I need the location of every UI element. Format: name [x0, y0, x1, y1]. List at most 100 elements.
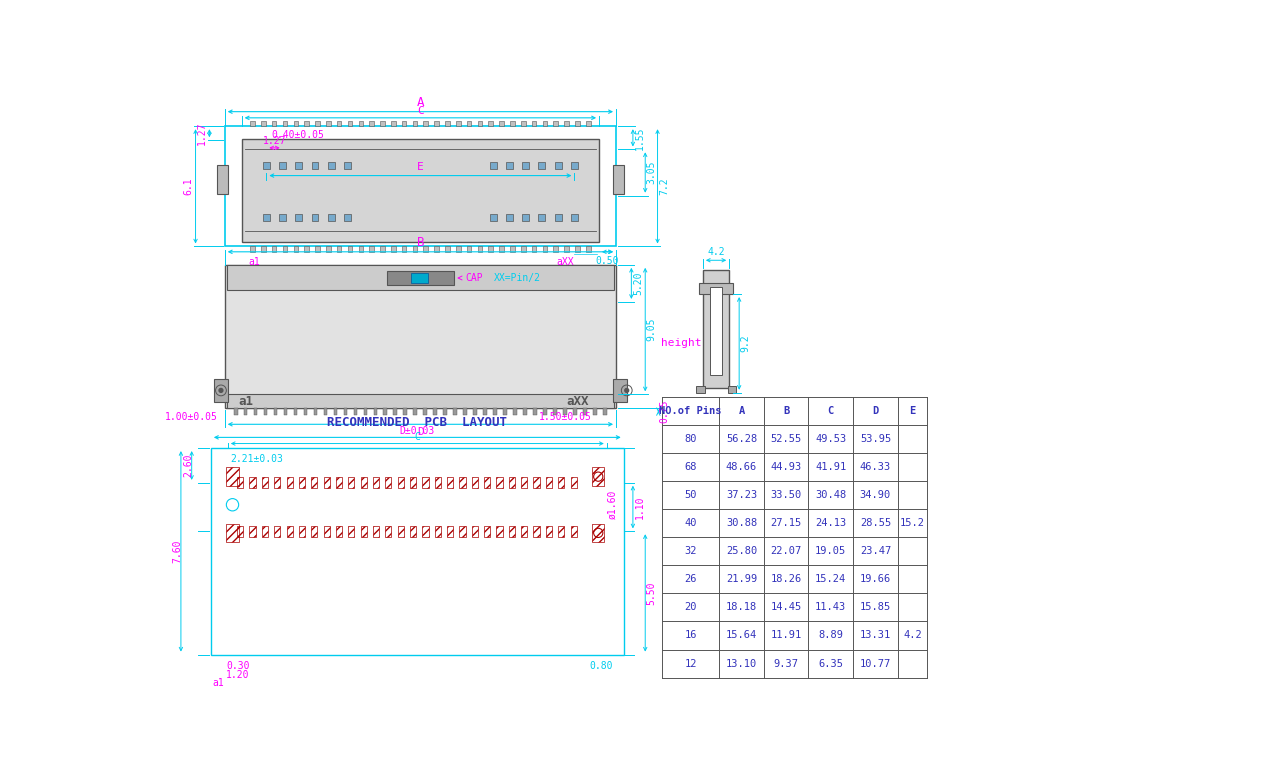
Text: a1: a1 — [248, 257, 260, 267]
Text: 19.05: 19.05 — [815, 547, 846, 556]
Bar — [539, 214, 545, 221]
Text: D: D — [417, 428, 424, 438]
Bar — [543, 408, 547, 415]
Bar — [497, 478, 503, 488]
Bar — [521, 247, 526, 252]
Bar — [348, 121, 352, 126]
Bar — [214, 379, 228, 402]
Text: 0.80: 0.80 — [589, 661, 613, 671]
Bar — [387, 271, 454, 285]
Bar — [412, 247, 417, 252]
Bar — [262, 478, 268, 488]
Bar — [410, 478, 416, 488]
Bar — [558, 478, 564, 488]
Bar — [508, 478, 515, 488]
Bar — [586, 121, 590, 126]
Bar — [521, 121, 526, 126]
Text: 5.50: 5.50 — [646, 581, 657, 604]
Bar — [398, 478, 403, 488]
Bar — [511, 247, 515, 252]
Bar — [613, 379, 627, 402]
Bar — [253, 408, 257, 415]
Bar — [522, 163, 529, 169]
Bar — [539, 163, 545, 169]
Bar — [453, 408, 457, 415]
Bar — [296, 163, 302, 169]
Bar — [586, 247, 590, 252]
Text: 80: 80 — [685, 434, 696, 444]
Bar — [571, 478, 577, 488]
Text: 50: 50 — [685, 490, 696, 500]
Bar — [534, 408, 538, 415]
Text: 56.28: 56.28 — [726, 434, 756, 444]
Bar — [513, 408, 517, 415]
Bar — [305, 121, 308, 126]
Bar — [380, 247, 385, 252]
Text: 34.90: 34.90 — [860, 490, 891, 500]
Text: 9.2: 9.2 — [741, 334, 750, 352]
Bar — [315, 121, 320, 126]
Bar — [287, 526, 293, 536]
Bar — [384, 408, 388, 415]
Bar — [370, 247, 374, 252]
Text: 1.10: 1.10 — [635, 496, 644, 519]
Bar — [463, 408, 467, 415]
Bar — [293, 121, 298, 126]
Text: 41.91: 41.91 — [815, 462, 846, 472]
Bar — [279, 214, 285, 221]
Bar — [385, 526, 392, 536]
Bar — [554, 214, 562, 221]
Bar — [511, 121, 515, 126]
Bar — [344, 163, 351, 169]
Text: ø1.60: ø1.60 — [608, 490, 617, 519]
Text: 37.23: 37.23 — [726, 490, 756, 500]
Text: B: B — [416, 236, 424, 249]
Bar — [563, 408, 567, 415]
Bar — [218, 164, 228, 194]
Bar — [499, 247, 504, 252]
Bar — [543, 247, 548, 252]
Bar — [279, 163, 285, 169]
Text: 46.33: 46.33 — [860, 462, 891, 472]
Bar — [593, 408, 596, 415]
Bar — [613, 164, 623, 194]
Bar — [564, 247, 568, 252]
Bar — [227, 395, 613, 408]
Bar — [434, 121, 439, 126]
Bar — [250, 247, 255, 252]
Bar — [472, 478, 477, 488]
Bar — [237, 526, 243, 536]
Bar — [311, 526, 317, 536]
Bar — [460, 478, 466, 488]
Text: E: E — [417, 163, 424, 172]
Bar — [445, 121, 449, 126]
Text: 52.55: 52.55 — [771, 434, 801, 444]
Text: 0.30: 0.30 — [227, 661, 250, 671]
Text: height: height — [660, 338, 701, 348]
Bar — [334, 408, 338, 415]
Bar — [211, 448, 623, 655]
Text: NO.of Pins: NO.of Pins — [659, 406, 722, 416]
Text: 13.10: 13.10 — [726, 659, 756, 669]
Bar — [353, 408, 357, 415]
Text: D: D — [873, 406, 878, 416]
Bar — [422, 526, 429, 536]
Bar — [573, 408, 577, 415]
Bar — [422, 478, 429, 488]
Bar — [447, 478, 453, 488]
Bar — [571, 214, 577, 221]
Bar — [603, 408, 607, 415]
Text: 1.50±0.05: 1.50±0.05 — [539, 413, 591, 422]
Bar — [385, 478, 392, 488]
Bar — [393, 408, 397, 415]
Bar — [311, 214, 319, 221]
Bar — [361, 526, 367, 536]
Bar — [298, 478, 305, 488]
Bar — [380, 121, 385, 126]
Text: 9.37: 9.37 — [773, 659, 799, 669]
Bar — [358, 247, 364, 252]
Bar — [564, 121, 568, 126]
Text: 1.27: 1.27 — [197, 121, 207, 145]
Text: 40: 40 — [685, 518, 696, 528]
Text: 53.95: 53.95 — [860, 434, 891, 444]
